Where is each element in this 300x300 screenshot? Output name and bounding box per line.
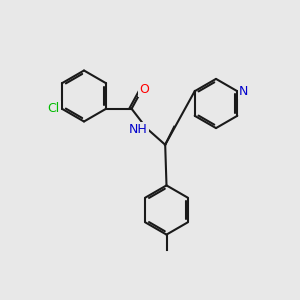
Text: O: O [140,83,149,96]
Text: Cl: Cl [47,102,60,115]
Text: N: N [239,85,249,98]
Text: NH: NH [129,123,148,136]
